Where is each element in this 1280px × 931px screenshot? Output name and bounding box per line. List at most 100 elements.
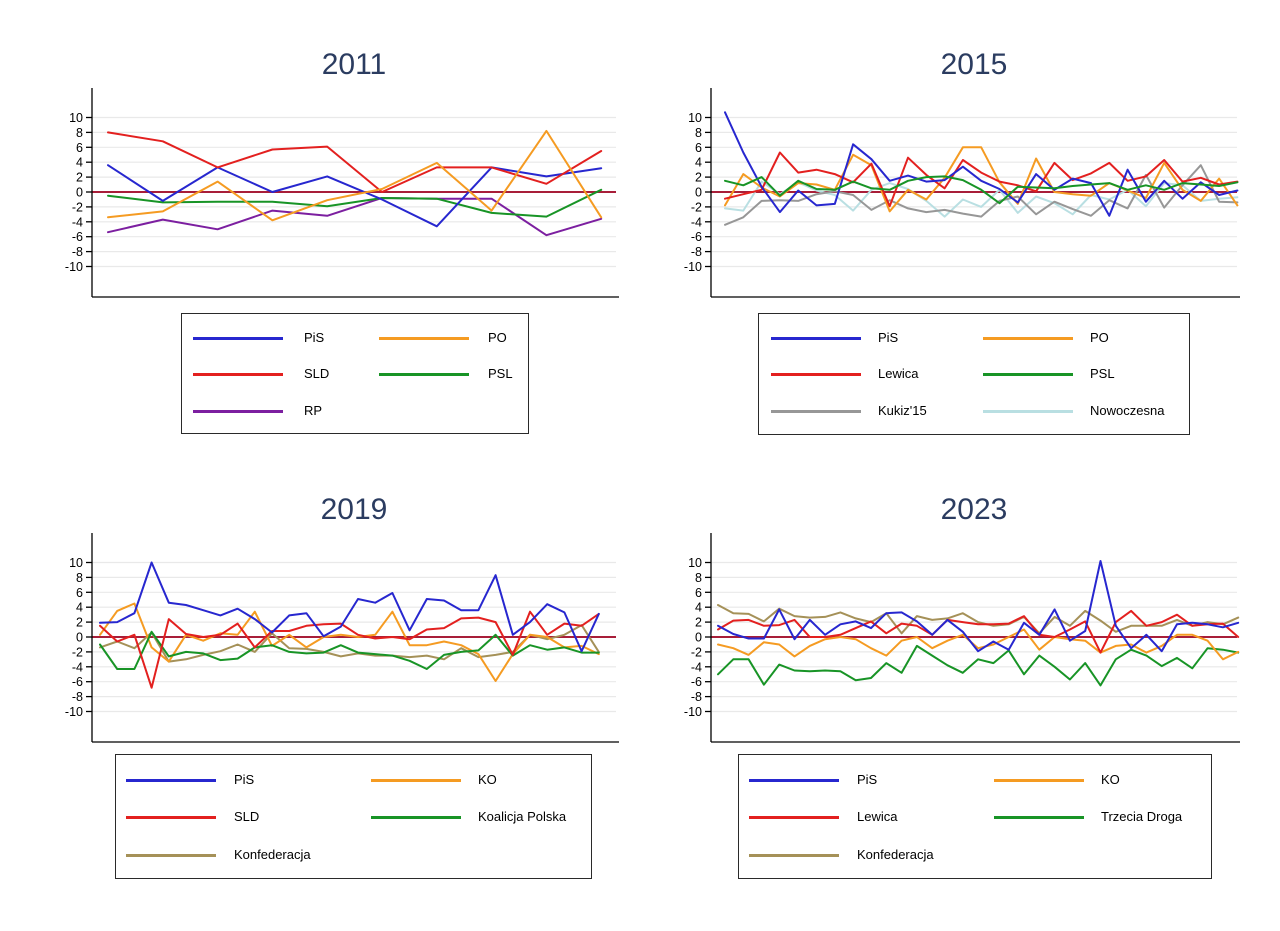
y-tick-label: -8 <box>691 690 702 704</box>
series-line-pis <box>724 111 1239 217</box>
series-line-ko <box>717 628 1240 661</box>
legend-label-lewica: Lewica <box>878 366 919 381</box>
legend-swatch-po <box>379 337 469 340</box>
y-tick-label: 0 <box>695 631 702 645</box>
series-line-psl <box>724 175 1239 205</box>
y-tick-label: -2 <box>691 645 702 659</box>
legend-label-rp: RP <box>304 403 323 418</box>
legend-label-pis: PiS <box>857 772 878 787</box>
y-tick-label: -6 <box>691 675 702 689</box>
series-line-konfederacja <box>99 624 600 663</box>
legend-2023: PiS Lewica Konfederacja KO Trzecia Droga <box>738 754 1212 879</box>
y-tick-label: -6 <box>691 230 702 244</box>
y-tick-label: -4 <box>691 215 702 229</box>
y-tick-label: -6 <box>72 230 83 244</box>
legend-label-po: PO <box>488 330 507 345</box>
series-line-lewica <box>724 151 1239 208</box>
legend-label-ko: KO <box>478 772 497 787</box>
y-tick-label: 8 <box>76 126 83 140</box>
series-line-konfederacja <box>717 604 1240 635</box>
y-tick-label: 6 <box>695 141 702 155</box>
y-tick-label: -10 <box>65 260 83 274</box>
series-line-pis <box>99 561 600 653</box>
legend-swatch-nowoczesna <box>983 410 1073 413</box>
y-tick-label: 6 <box>76 141 83 155</box>
legend-2019: PiS SLD Konfederacja KO Koalicja Polska <box>115 754 592 879</box>
chart-title-2019: 2019 <box>320 493 388 526</box>
y-tick-label: -10 <box>684 705 702 719</box>
legend-label-nowoczesna: Nowoczesna <box>1090 403 1165 418</box>
chart-title-2023: 2023 <box>940 493 1008 526</box>
legend-label-kukiz'15: Kukiz'15 <box>878 403 927 418</box>
legend-swatch-konfederacja <box>749 854 839 857</box>
legend-label-pis: PiS <box>878 330 899 345</box>
legend-label-ko: KO <box>1101 772 1120 787</box>
legend-swatch-po <box>983 337 1073 340</box>
y-tick-label: 10 <box>69 556 83 570</box>
legend-2011: PiS SLD RP PO PSL <box>181 313 529 434</box>
y-tick-label: 0 <box>695 186 702 200</box>
series-line-psl <box>107 188 603 218</box>
legend-label-lewica: Lewica <box>857 809 898 824</box>
series-line-sld <box>107 131 603 193</box>
series-line-trzecia-droga <box>717 644 1240 687</box>
legend-swatch-psl <box>379 373 469 376</box>
y-tick-label: 4 <box>695 601 702 615</box>
y-tick-label: -4 <box>72 215 83 229</box>
legend-swatch-lewica <box>771 373 861 376</box>
y-tick-label: -2 <box>72 200 83 214</box>
y-tick-label: 2 <box>695 616 702 630</box>
y-tick-label: 8 <box>695 126 702 140</box>
legend-swatch-ko <box>994 779 1084 782</box>
legend-label-pis: PiS <box>234 772 255 787</box>
y-tick-label: 2 <box>76 616 83 630</box>
y-tick-label: 4 <box>695 156 702 170</box>
y-tick-label: 4 <box>76 156 83 170</box>
y-tick-label: -8 <box>72 690 83 704</box>
legend-swatch-rp <box>193 410 283 413</box>
legend-2015: PiS Lewica Kukiz'15 PO PSL Nowoczesna <box>758 313 1190 435</box>
y-tick-label: 10 <box>688 111 702 125</box>
series-line-sld <box>99 610 600 689</box>
legend-swatch-pis <box>193 337 283 340</box>
series-line-kukiz'15 <box>724 164 1239 226</box>
legend-swatch-koalicja-polska <box>371 816 461 819</box>
y-tick-label: -2 <box>72 645 83 659</box>
legend-swatch-kukiz'15 <box>771 410 861 413</box>
legend-label-pis: PiS <box>304 330 325 345</box>
y-tick-label: 0 <box>76 631 83 645</box>
series-line-koalicja-polska <box>99 630 600 670</box>
y-tick-label: 10 <box>688 556 702 570</box>
y-tick-label: 6 <box>695 586 702 600</box>
y-tick-label: 8 <box>695 571 702 585</box>
legend-swatch-trzecia-droga <box>994 816 1084 819</box>
y-tick-label: 4 <box>76 601 83 615</box>
chart-title-2015: 2015 <box>940 48 1008 81</box>
y-tick-label: -2 <box>691 200 702 214</box>
legend-label-psl: PSL <box>488 366 513 381</box>
series-line-lewica <box>717 609 1240 654</box>
legend-swatch-sld <box>126 816 216 819</box>
legend-label-konfederacja: Konfederacja <box>857 847 934 862</box>
y-tick-label: 2 <box>695 171 702 185</box>
legend-swatch-pis <box>749 779 839 782</box>
y-tick-label: 10 <box>69 111 83 125</box>
series-line-rp <box>107 197 603 237</box>
legend-swatch-ko <box>371 779 461 782</box>
legend-label-sld: SLD <box>234 809 260 824</box>
legend-label-koalicja-polska: Koalicja Polska <box>478 809 567 824</box>
legend-label-konfederacja: Konfederacja <box>234 847 311 862</box>
series-line-pis <box>107 164 603 228</box>
series-line-po <box>107 129 603 222</box>
y-tick-label: -4 <box>72 660 83 674</box>
legend-swatch-lewica <box>749 816 839 819</box>
legend-label-sld: SLD <box>304 366 330 381</box>
legend-label-po: PO <box>1090 330 1109 345</box>
legend-label-psl: PSL <box>1090 366 1115 381</box>
legend-swatch-sld <box>193 373 283 376</box>
legend-swatch-konfederacja <box>126 854 216 857</box>
legend-label-trzecia-droga: Trzecia Droga <box>1101 809 1183 824</box>
